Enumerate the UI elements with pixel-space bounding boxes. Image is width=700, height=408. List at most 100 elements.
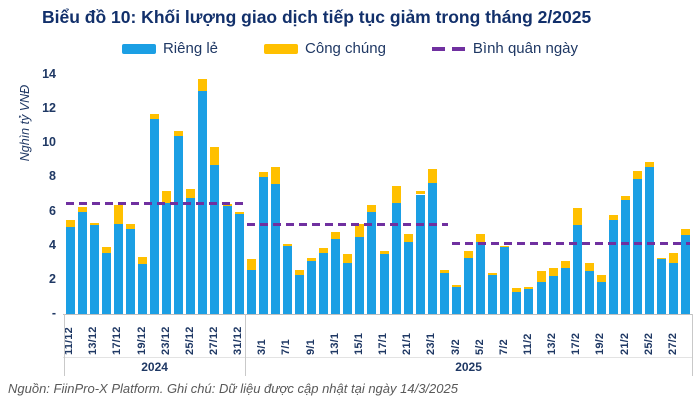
bar-rieng-le-segment [343, 262, 353, 314]
bar-cong-chung-segment [536, 271, 546, 282]
bar-rieng-le-segment [89, 225, 99, 314]
x-tick-label: 27/2 [666, 332, 679, 355]
bar-cong-chung-segment [609, 214, 618, 221]
bar-cong-chung-segment [125, 224, 135, 229]
x-tick-label: 11/2 [521, 333, 534, 355]
axis-group-separator [245, 314, 247, 376]
bar-rieng-le-segment [234, 214, 244, 314]
bar-rieng-le-segment [101, 252, 111, 314]
bar-cong-chung-segment [560, 261, 570, 268]
bar-rieng-le-segment [379, 254, 389, 314]
x-tick-label: 23/1 [425, 332, 438, 355]
x-tick-label: 13/1 [328, 332, 341, 355]
bar-rieng-le-segment [150, 118, 160, 314]
bar-cong-chung-segment [548, 267, 558, 277]
bar-cong-chung-segment [391, 185, 401, 204]
bar-rieng-le-segment [548, 276, 558, 314]
y-tick-label: 4 [49, 237, 56, 252]
bar-rieng-le-segment [427, 182, 437, 314]
bar-rieng-le-segment [439, 273, 449, 314]
bar-rieng-le-segment [633, 179, 643, 314]
x-tick-label: 17/12 [111, 326, 124, 355]
x-tick-label: 7/2 [497, 339, 510, 355]
average-line-segment [452, 242, 690, 245]
x-tick-label: 21/2 [618, 332, 631, 355]
bar-rieng-le-segment [355, 237, 365, 314]
bar-rieng-le-segment [162, 203, 172, 314]
legend-label: Công chúng [305, 40, 386, 57]
bar-cong-chung-segment [669, 252, 679, 263]
bar-rieng-le-segment [331, 238, 341, 314]
axis-group-separator [64, 314, 65, 376]
bar-rieng-le-segment [488, 274, 498, 314]
average-line-segment [66, 201, 244, 205]
bar-cong-chung-segment [657, 257, 667, 260]
bar-cong-chung-segment [101, 246, 111, 253]
x-tick-label: 17/2 [570, 332, 583, 355]
bar-cong-chung-segment [270, 167, 280, 185]
bar-cong-chung-segment [210, 146, 220, 166]
bar-cong-chung-segment [307, 257, 317, 262]
x-tick-label: 9/1 [304, 339, 317, 355]
bar-cong-chung-segment [415, 191, 425, 195]
bar-cong-chung-segment [645, 162, 655, 168]
bar-rieng-le-segment [186, 197, 196, 314]
bar-cong-chung-segment [439, 269, 449, 274]
bar-cong-chung-segment [89, 222, 99, 226]
x-tick-label: 3/1 [256, 339, 269, 355]
legend-label: Riêng lẻ [162, 40, 219, 57]
bar-cong-chung-segment [596, 274, 606, 282]
bar-rieng-le-segment [246, 269, 256, 314]
bar-cong-chung-segment [65, 220, 75, 227]
bar-cong-chung-segment [367, 204, 377, 212]
bar-cong-chung-segment [464, 250, 474, 258]
bar-cong-chung-segment [355, 223, 365, 238]
legend-item-binh-quan-ngay: Bình quân ngày [431, 40, 578, 57]
bar-cong-chung-segment [427, 168, 437, 183]
source-note: Nguồn: FiinPro-X Platform. Ghi chú: Dữ l… [8, 381, 458, 396]
bar-cong-chung-segment [476, 233, 486, 243]
bar-cong-chung-segment [621, 196, 631, 200]
purple-dash-swatch-icon [431, 46, 466, 51]
bar-rieng-le-segment [258, 177, 268, 314]
bar-cong-chung-segment [295, 270, 304, 275]
x-tick-label: 25/12 [183, 326, 196, 355]
bar-cong-chung-segment [162, 191, 172, 204]
bar-cong-chung-segment [222, 203, 232, 207]
bar-cong-chung-segment [319, 248, 329, 253]
axis-level-divider [63, 357, 692, 358]
bar-rieng-le-segment [645, 167, 655, 314]
bar-cong-chung-segment [258, 172, 268, 178]
bar-rieng-le-segment [391, 203, 401, 314]
x-tick-label: 21/1 [401, 332, 414, 355]
bar-rieng-le-segment [669, 262, 679, 314]
bar-cong-chung-segment [584, 262, 594, 272]
x-tick-label: 3/2 [449, 339, 462, 355]
bar-rieng-le-segment [476, 242, 486, 314]
bar-cong-chung-segment [452, 284, 461, 287]
x-axis-baseline [63, 314, 692, 315]
bar-cong-chung-segment [77, 207, 87, 212]
bar-cong-chung-segment [186, 189, 196, 198]
year-group-label: 2024 [141, 360, 168, 374]
x-tick-label: 31/12 [232, 326, 245, 355]
bar-rieng-le-segment [125, 228, 135, 314]
bar-cong-chung-segment [500, 245, 510, 248]
bar-rieng-le-segment [512, 291, 522, 314]
y-tick-label: 6 [49, 203, 56, 218]
bar-rieng-le-segment [415, 194, 425, 314]
bar-rieng-le-segment [77, 211, 87, 314]
x-tick-label: 5/2 [473, 339, 486, 355]
bar-cong-chung-segment [488, 273, 498, 275]
x-tick-label: 13/2 [546, 332, 559, 355]
x-tick-label: 13/12 [87, 326, 100, 355]
bar-cong-chung-segment [138, 256, 147, 265]
x-tick-label: 17/1 [377, 332, 390, 355]
bar-cong-chung-segment [282, 244, 292, 246]
y-tick-label: - [51, 306, 56, 320]
x-tick-label: 15/1 [352, 332, 365, 355]
blue-bar-swatch-icon [121, 43, 156, 54]
bar-rieng-le-segment [138, 264, 147, 314]
bar-rieng-le-segment [367, 211, 377, 314]
